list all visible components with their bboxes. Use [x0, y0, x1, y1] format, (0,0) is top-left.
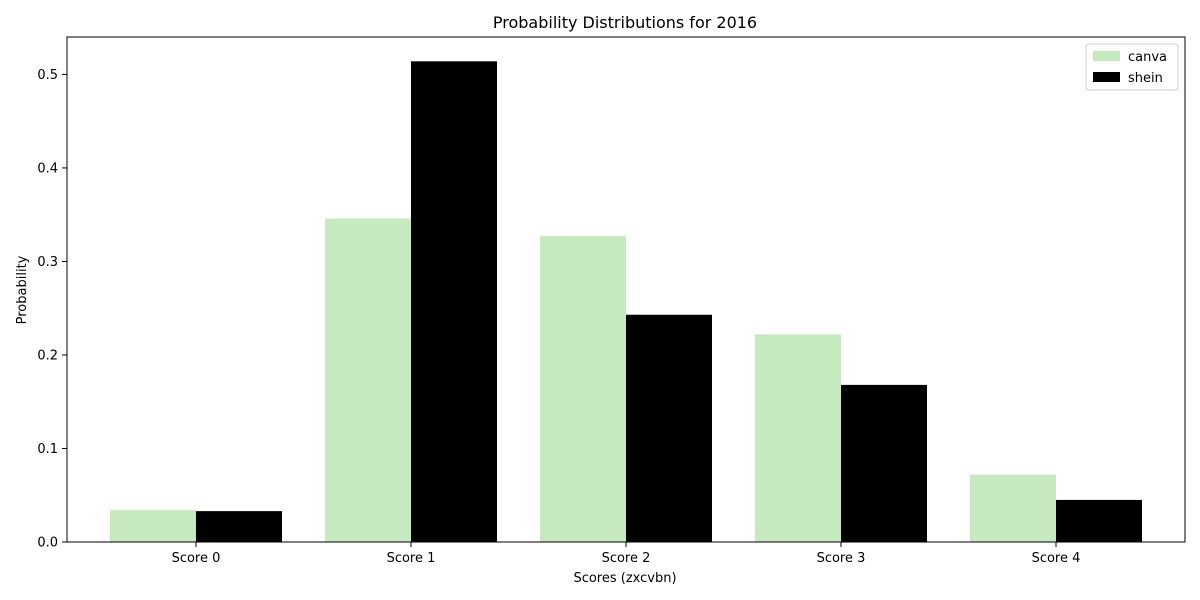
y-tick-label: 0.5: [37, 68, 58, 83]
y-tick-label: 0.0: [37, 536, 58, 551]
bar-canva-4: [970, 474, 1056, 542]
y-tick-label: 0.1: [37, 442, 58, 457]
bar-canva-3: [755, 334, 841, 542]
legend-label-shein: shein: [1128, 71, 1163, 86]
bar-shein-1: [411, 61, 497, 543]
x-axis-label: Scores (zxcvbn): [573, 571, 676, 586]
y-tick-label: 0.3: [37, 255, 58, 270]
legend: canva shein: [1085, 43, 1179, 91]
legend-swatch-shein: [1093, 72, 1120, 82]
bar-shein-2: [626, 314, 712, 542]
y-tick-label: 0.4: [37, 161, 58, 176]
y-tick-label: 0.2: [37, 348, 58, 363]
x-tick-label: Score 4: [1032, 551, 1081, 566]
plot-area: Score 0 Score 1 Score 2 Score 3 Score 4 0.0 0.…: [37, 36, 1186, 566]
bar-canva-2: [540, 236, 626, 542]
chart-title: Probability Distributions for 2016: [493, 13, 757, 32]
bar-shein-4: [1056, 499, 1142, 542]
bar-canva-0: [110, 510, 196, 542]
x-tick-label: Score 1: [387, 551, 436, 566]
x-tick-label: Score 0: [172, 551, 221, 566]
legend-swatch-canva: [1093, 51, 1120, 61]
x-tick-label: Score 3: [817, 551, 866, 566]
legend-label-canva: canva: [1128, 50, 1167, 65]
x-tick-label: Score 2: [602, 551, 651, 566]
y-axis-label: Probability: [15, 255, 30, 324]
bar-shein-3: [841, 384, 927, 542]
bar-shein-0: [196, 511, 282, 542]
bar-canva-1: [325, 218, 411, 542]
